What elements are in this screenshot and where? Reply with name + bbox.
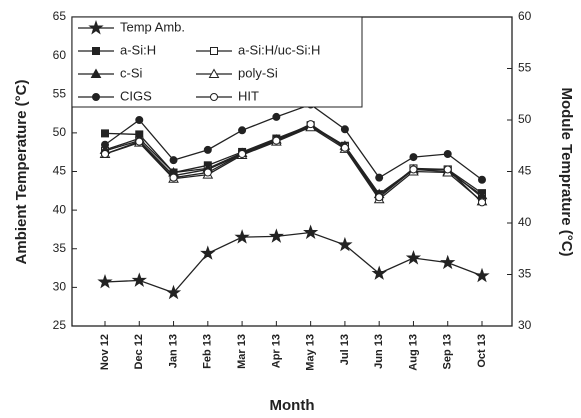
y2-tick-label: 40 [518, 215, 532, 229]
marker [92, 47, 100, 55]
y-tick-label: 65 [53, 9, 67, 23]
marker [268, 228, 284, 243]
series-line [104, 231, 483, 294]
marker [478, 175, 486, 184]
x-tick-label: May 13 [305, 334, 317, 371]
marker [337, 236, 353, 252]
marker [375, 193, 384, 202]
marker [405, 249, 422, 265]
y2-tick-label: 45 [518, 164, 532, 178]
marker [375, 173, 384, 182]
x-tick-label: Mar 13 [236, 334, 248, 369]
marker [272, 136, 281, 145]
series-line [104, 125, 483, 196]
y-axis-label: Ambient Temperature (°C) [13, 80, 30, 265]
marker [97, 273, 113, 289]
y2-tick-label: 30 [518, 318, 532, 332]
marker [200, 245, 216, 260]
marker [238, 126, 247, 135]
legend-label: poly-Si [238, 65, 278, 80]
y-tick-label: 30 [53, 280, 67, 294]
marker [440, 254, 456, 270]
legend-label: HIT [238, 88, 259, 103]
x-tick-label: Oct 13 [476, 334, 488, 368]
x-tick-label: Jan 13 [167, 334, 179, 368]
marker [169, 173, 178, 182]
x-tick-label: Sep 13 [442, 334, 454, 369]
marker [135, 116, 144, 124]
x-tick-label: Nov 12 [99, 334, 111, 370]
series-line [104, 126, 483, 202]
legend-box [71, 16, 363, 108]
marker [88, 19, 104, 35]
marker [234, 229, 250, 244]
y-tick-label: 25 [53, 318, 67, 332]
marker [135, 137, 144, 146]
marker [90, 68, 102, 78]
marker [165, 284, 182, 300]
series-line [104, 123, 483, 203]
x-tick-label: Jul 13 [339, 334, 351, 365]
y-tick-label: 45 [53, 164, 67, 178]
y2-tick-label: 60 [518, 9, 532, 23]
y-tick-label: 35 [53, 241, 67, 255]
x-axis-label: Month [270, 397, 315, 414]
marker [203, 168, 212, 177]
x-tick-label: Jun 13 [373, 334, 385, 369]
legend-label: a-Si:H/uc-Si:H [238, 42, 320, 57]
legend-label: c-Si [120, 65, 143, 80]
series-line [104, 103, 483, 181]
y-tick-label: 50 [53, 125, 67, 139]
y-tick-label: 40 [53, 202, 67, 216]
marker [101, 129, 109, 138]
x-tick-label: Dec 12 [133, 334, 145, 369]
legend-label: CIGS [120, 88, 152, 103]
marker [443, 149, 452, 158]
legend-label: a-Si:H [120, 42, 156, 57]
marker [443, 165, 452, 174]
marker [210, 47, 218, 55]
x-tick-label: Apr 13 [270, 334, 282, 368]
marker [131, 272, 147, 287]
marker [340, 143, 349, 152]
marker [340, 125, 349, 134]
legend-label: Temp Amb. [120, 19, 185, 34]
marker [306, 120, 315, 129]
marker [203, 145, 212, 154]
marker [208, 68, 220, 78]
series-line [104, 125, 483, 198]
y2-tick-label: 35 [518, 267, 532, 281]
marker [409, 165, 418, 174]
y2-axis-label: Module Temprature (°C) [558, 87, 575, 256]
marker [169, 156, 178, 165]
x-tick-label: Aug 13 [407, 334, 419, 371]
marker [210, 93, 218, 101]
y2-tick-label: 55 [518, 61, 532, 75]
y-tick-label: 55 [53, 86, 67, 100]
marker [92, 93, 100, 101]
y2-tick-label: 50 [518, 112, 532, 126]
legend: Temp Amb. a-Si:H a-Si:H/uc-Si:H c-Si poly-Si… [71, 16, 363, 108]
marker [238, 149, 247, 158]
marker [272, 112, 281, 121]
marker [478, 198, 486, 207]
y-tick-label: 60 [53, 48, 67, 62]
marker [101, 149, 109, 158]
marker [409, 153, 418, 162]
marker [303, 224, 319, 240]
marker [101, 140, 109, 149]
marker [371, 265, 387, 280]
series-line [104, 124, 483, 196]
x-tick-label: Feb 13 [202, 334, 214, 369]
marker [474, 267, 490, 283]
